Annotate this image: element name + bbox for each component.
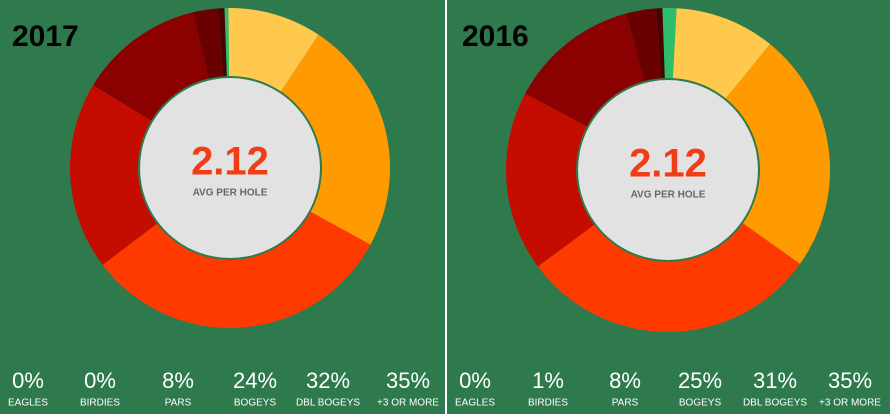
donut-segment (280, 34, 390, 245)
donut-segment (506, 93, 595, 267)
stat-label: DBL BOGEYS (743, 398, 807, 409)
donut-segment (656, 8, 665, 79)
stat-value: 0% (12, 368, 44, 393)
donut-segment (626, 8, 662, 82)
center-label: AVG PER HOLE (631, 190, 706, 201)
stat-label: +3 OR MORE (377, 398, 439, 409)
center-disc (578, 80, 758, 260)
donut-segment (218, 8, 227, 77)
donut-segment (93, 12, 209, 121)
stat-value: 0% (459, 368, 491, 393)
stat-value: 8% (162, 368, 194, 393)
center-disc (140, 78, 320, 258)
donut-segment (725, 44, 830, 264)
stat-value: 0% (84, 368, 116, 393)
year-title: 2017 (12, 20, 79, 53)
stat-label: +3 OR MORE (819, 398, 881, 409)
stat-value: 31% (753, 368, 797, 393)
stat-label: BIRDIES (528, 398, 568, 409)
stat-value: 25% (678, 368, 722, 393)
stat-label: EAGLES (455, 398, 495, 409)
donut-segment (537, 223, 800, 333)
center-value: 2.12 (629, 142, 707, 186)
donut-segment (525, 13, 645, 127)
stat-value: 8% (609, 368, 641, 393)
center-label: AVG PER HOLE (193, 188, 268, 199)
stat-label: BOGEYS (679, 398, 722, 409)
donut-segment (70, 85, 157, 265)
stat-label: BIRDIES (80, 398, 120, 409)
stat-value: 24% (233, 368, 277, 393)
stat-value: 35% (828, 368, 872, 393)
donut-segment (662, 7, 677, 79)
center-value: 2.12 (191, 140, 269, 184)
donut-segment (228, 8, 319, 92)
stat-value: 32% (306, 368, 350, 393)
stat-value: 35% (386, 368, 430, 393)
stat-label: PARS (165, 398, 192, 409)
donut-segment (192, 8, 224, 79)
stat-label: EAGLES (8, 398, 48, 409)
donut-segment (224, 8, 230, 77)
stat-value: 1% (532, 368, 564, 393)
donut-segment (102, 212, 371, 328)
year-title: 2016 (462, 20, 529, 53)
stat-label: PARS (612, 398, 639, 409)
donut-segment (672, 8, 771, 99)
stat-label: DBL BOGEYS (296, 398, 360, 409)
stat-label: BOGEYS (234, 398, 277, 409)
